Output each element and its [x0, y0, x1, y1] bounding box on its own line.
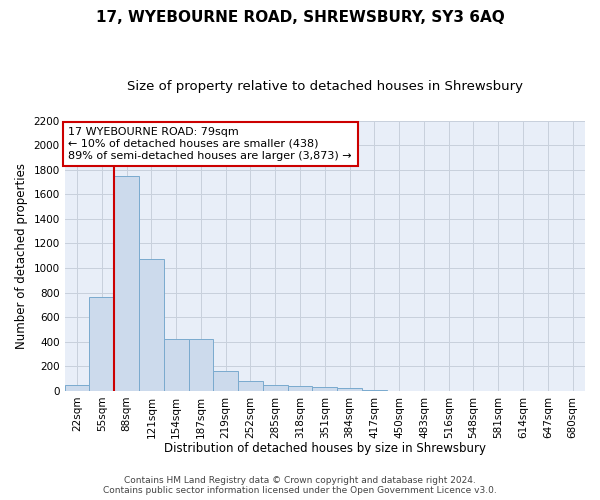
Bar: [139, 260, 164, 391]
Bar: [164, 339, 188, 391]
Bar: [238, 381, 263, 391]
Bar: [263, 384, 287, 391]
Bar: [65, 384, 89, 391]
Text: Contains HM Land Registry data © Crown copyright and database right 2024.
Contai: Contains HM Land Registry data © Crown c…: [103, 476, 497, 495]
Bar: [337, 388, 362, 391]
Bar: [313, 387, 337, 391]
Text: 17 WYEBOURNE ROAD: 79sqm
← 10% of detached houses are smaller (438)
89% of semi-: 17 WYEBOURNE ROAD: 79sqm ← 10% of detach…: [68, 128, 352, 160]
Text: 17, WYEBOURNE ROAD, SHREWSBURY, SY3 6AQ: 17, WYEBOURNE ROAD, SHREWSBURY, SY3 6AQ: [95, 10, 505, 25]
Bar: [188, 339, 214, 391]
Bar: [114, 176, 139, 391]
Bar: [362, 390, 387, 391]
Bar: [214, 371, 238, 391]
Bar: [89, 298, 114, 391]
Bar: [287, 386, 313, 391]
X-axis label: Distribution of detached houses by size in Shrewsbury: Distribution of detached houses by size …: [164, 442, 486, 455]
Y-axis label: Number of detached properties: Number of detached properties: [15, 162, 28, 348]
Title: Size of property relative to detached houses in Shrewsbury: Size of property relative to detached ho…: [127, 80, 523, 93]
